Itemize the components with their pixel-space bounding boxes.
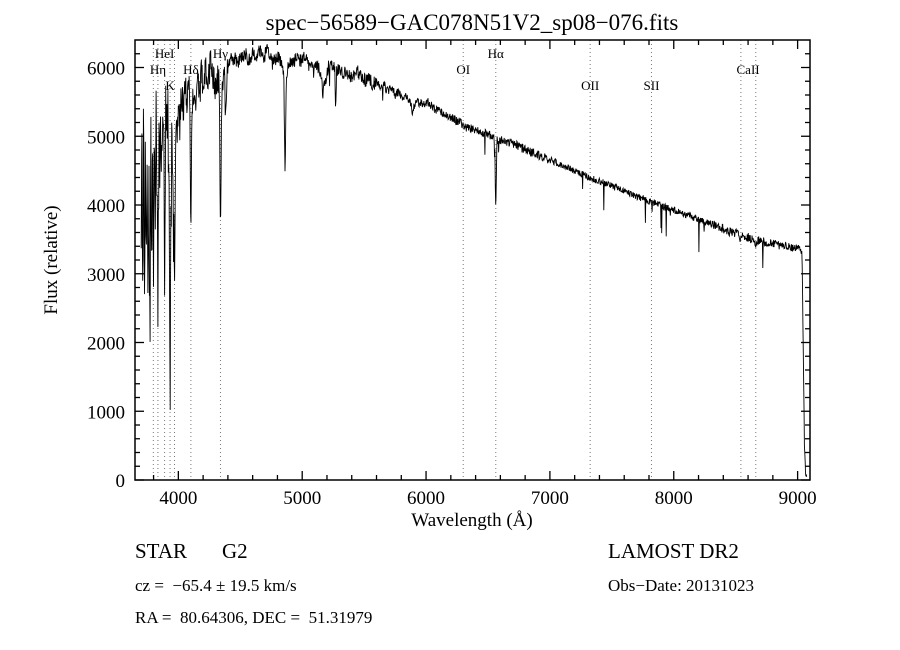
y-tick-label: 2000 <box>87 334 125 355</box>
y-tick-label: 4000 <box>87 196 125 217</box>
x-axis-label: Wavelength (Å) <box>411 510 532 531</box>
plot-frame <box>134 39 811 481</box>
annotation-object-type: STAR <box>135 539 187 563</box>
y-tick-label: 6000 <box>87 59 125 80</box>
plot-title: spec−56589−GAC078N51V2_sp08−076.fits <box>266 10 679 35</box>
spectrum-path <box>140 43 808 477</box>
x-tick-label: 4000 <box>159 488 197 509</box>
spectral-line-label: SII <box>644 78 660 93</box>
x-tick-label: 6000 <box>407 488 445 509</box>
x-tick-label: 5000 <box>283 488 321 509</box>
spectral-line-label: OI <box>456 62 470 77</box>
y-tick-label: 5000 <box>87 127 125 148</box>
spectral-line-label: Hα <box>488 46 504 61</box>
y-tick-label: 3000 <box>87 265 125 286</box>
spectral-line-label: CaII <box>737 62 760 77</box>
axis-ticks-group: 4000 5000 6000 7000 8000 9000 0 1000 2000 3000 400… <box>87 40 817 509</box>
spectral-line-label: Hδ <box>183 62 199 77</box>
annotation-obs-date: Obs−Date: 20131023 <box>608 576 754 595</box>
spectral-line-label: Hη <box>150 62 166 77</box>
y-tick-label: 0 <box>116 471 126 492</box>
spectrum-group <box>140 43 808 477</box>
x-tick-label: 7000 <box>531 488 569 509</box>
spectral-line-label: OII <box>581 78 599 93</box>
spectral-line-label: HeI <box>155 46 175 61</box>
annotation-cz: cz = −65.4 ± 19.5 km/s <box>135 576 297 595</box>
y-tick-label: 1000 <box>87 402 125 423</box>
annotation-ra-dec: RA = 80.64306, DEC = 51.31979 <box>135 608 372 627</box>
spectral-line-label: K <box>165 78 175 93</box>
annotation-subclass: G2 <box>222 539 248 563</box>
x-tick-label: 8000 <box>655 488 693 509</box>
spectral-line-markers-group <box>152 40 757 480</box>
annotation-survey: LAMOST DR2 <box>608 539 739 563</box>
spectral-line-label: Hγ <box>213 46 228 61</box>
y-axis-label: Flux (relative) <box>41 205 62 314</box>
x-tick-label: 9000 <box>779 488 817 509</box>
annotations-block: STAR G2 LAMOST DR2 cz = −65.4 ± 19.5 km/… <box>135 539 754 627</box>
